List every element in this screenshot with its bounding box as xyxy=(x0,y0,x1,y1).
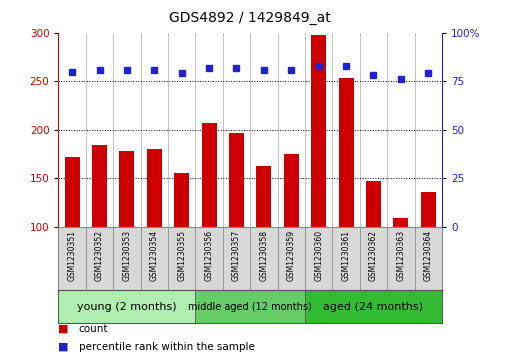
Text: count: count xyxy=(79,323,108,334)
Bar xyxy=(168,227,196,290)
Text: GSM1230359: GSM1230359 xyxy=(287,230,296,281)
Text: GSM1230351: GSM1230351 xyxy=(68,230,77,281)
Text: GSM1230362: GSM1230362 xyxy=(369,230,378,281)
Text: GSM1230354: GSM1230354 xyxy=(150,230,159,281)
Bar xyxy=(147,149,162,227)
Bar xyxy=(196,290,305,323)
Text: young (2 months): young (2 months) xyxy=(77,302,177,312)
Bar xyxy=(229,133,244,227)
Bar xyxy=(92,145,107,227)
Bar xyxy=(65,157,80,227)
Text: GSM1230353: GSM1230353 xyxy=(122,230,132,281)
Bar xyxy=(113,227,141,290)
Bar xyxy=(360,227,387,290)
Text: ■: ■ xyxy=(58,342,69,352)
Bar xyxy=(305,290,442,323)
Text: ■: ■ xyxy=(58,323,69,334)
Bar xyxy=(284,154,299,227)
Text: GSM1230361: GSM1230361 xyxy=(341,230,351,281)
Text: GSM1230358: GSM1230358 xyxy=(260,230,268,281)
Text: GDS4892 / 1429849_at: GDS4892 / 1429849_at xyxy=(169,11,331,25)
Text: GSM1230363: GSM1230363 xyxy=(396,230,405,281)
Text: aged (24 months): aged (24 months) xyxy=(324,302,424,312)
Text: GSM1230357: GSM1230357 xyxy=(232,230,241,281)
Bar xyxy=(415,227,442,290)
Bar xyxy=(277,227,305,290)
Bar xyxy=(387,227,415,290)
Bar xyxy=(311,34,326,227)
Bar xyxy=(174,174,189,227)
Bar xyxy=(250,227,277,290)
Text: GSM1230355: GSM1230355 xyxy=(177,230,186,281)
Text: GSM1230364: GSM1230364 xyxy=(424,230,433,281)
Bar xyxy=(196,227,223,290)
Text: GSM1230356: GSM1230356 xyxy=(205,230,213,281)
Bar xyxy=(257,166,271,227)
Bar xyxy=(58,290,196,323)
Bar xyxy=(86,227,113,290)
Bar xyxy=(393,218,408,227)
Bar xyxy=(332,227,360,290)
Bar xyxy=(421,192,436,227)
Text: percentile rank within the sample: percentile rank within the sample xyxy=(79,342,255,352)
Bar xyxy=(141,227,168,290)
Text: GSM1230360: GSM1230360 xyxy=(314,230,323,281)
Bar xyxy=(338,78,354,227)
Bar xyxy=(366,181,381,227)
Text: GSM1230352: GSM1230352 xyxy=(95,230,104,281)
Bar xyxy=(202,123,216,227)
Bar xyxy=(223,227,250,290)
Text: middle aged (12 months): middle aged (12 months) xyxy=(188,302,312,312)
Bar xyxy=(58,227,86,290)
Bar xyxy=(305,227,332,290)
Bar xyxy=(119,151,135,227)
